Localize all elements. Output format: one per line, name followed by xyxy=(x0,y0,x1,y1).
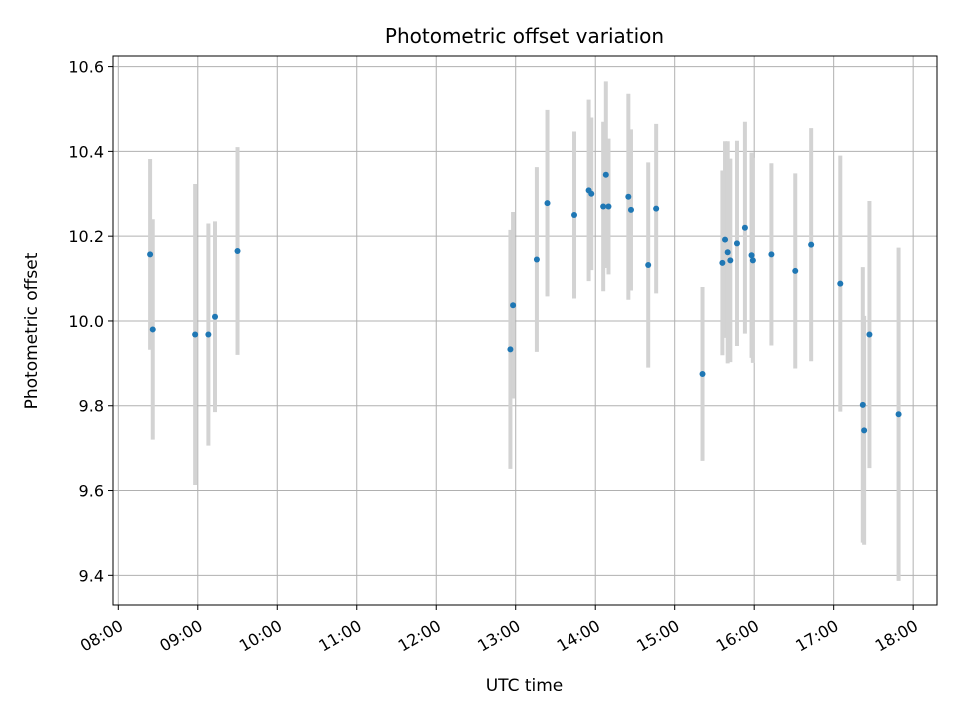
y-tick-label: 9.4 xyxy=(79,566,104,585)
data-point xyxy=(837,280,844,287)
y-tick-label: 9.8 xyxy=(79,397,104,416)
data-point xyxy=(653,205,660,212)
data-point xyxy=(600,203,607,210)
x-tick-label: 09:00 xyxy=(156,616,205,656)
data-point xyxy=(808,241,815,248)
data-point xyxy=(605,203,612,210)
data-point xyxy=(727,257,734,264)
y-tick-label: 9.6 xyxy=(79,482,104,501)
data-point xyxy=(507,346,514,353)
x-tick-label: 11:00 xyxy=(315,616,364,656)
x-tick-label: 14:00 xyxy=(554,616,603,656)
data-point xyxy=(149,326,156,333)
data-point xyxy=(147,251,154,258)
chart-title: Photometric offset variation xyxy=(385,24,664,48)
x-tick-label: 18:00 xyxy=(872,616,921,656)
grid xyxy=(113,56,937,605)
data-point xyxy=(205,331,212,338)
y-tick-label: 10.2 xyxy=(68,227,104,246)
x-tick-label: 13:00 xyxy=(474,616,523,656)
data-point xyxy=(192,331,199,338)
data-point xyxy=(724,249,731,256)
data-point xyxy=(602,171,609,178)
y-axis: 9.4 9.6 9.8 10.0 10.2 10.4 10.6 xyxy=(68,58,113,585)
data-point xyxy=(588,190,595,197)
y-tick-label: 10.0 xyxy=(68,312,104,331)
y-axis-label: Photometric offset xyxy=(22,252,42,409)
data-point xyxy=(571,211,578,218)
data-point xyxy=(699,370,706,377)
data-point xyxy=(866,331,873,338)
error-bars xyxy=(148,81,901,581)
x-tick-label: 16:00 xyxy=(713,616,762,656)
data-point xyxy=(733,240,740,247)
x-axis: 08:00 09:00 10:00 11:00 12:00 13:00 14:00 15:00… xyxy=(77,605,921,656)
x-tick-label: 15:00 xyxy=(633,616,682,656)
x-tick-label: 12:00 xyxy=(395,616,444,656)
data-point xyxy=(719,259,726,266)
data-point xyxy=(510,302,517,309)
y-tick-label: 10.4 xyxy=(68,142,104,161)
data-point xyxy=(741,224,748,231)
data-point xyxy=(768,251,775,258)
data-points xyxy=(147,171,902,434)
data-point xyxy=(749,257,756,264)
data-point xyxy=(748,252,755,259)
data-point xyxy=(625,193,632,200)
data-point xyxy=(792,267,799,274)
data-point xyxy=(861,427,868,434)
x-tick-label: 08:00 xyxy=(77,616,126,656)
data-point xyxy=(212,313,219,320)
data-point xyxy=(234,248,241,255)
data-point xyxy=(533,256,540,263)
data-point xyxy=(895,411,902,418)
data-point xyxy=(544,200,551,207)
data-point xyxy=(722,236,729,243)
data-point xyxy=(859,401,866,408)
x-tick-label: 10:00 xyxy=(236,616,285,656)
x-axis-label: UTC time xyxy=(486,676,564,696)
data-point xyxy=(627,206,634,213)
y-tick-label: 10.6 xyxy=(68,58,104,77)
plot-frame xyxy=(112,55,938,606)
x-tick-label: 17:00 xyxy=(792,616,841,656)
data-point xyxy=(645,262,652,269)
